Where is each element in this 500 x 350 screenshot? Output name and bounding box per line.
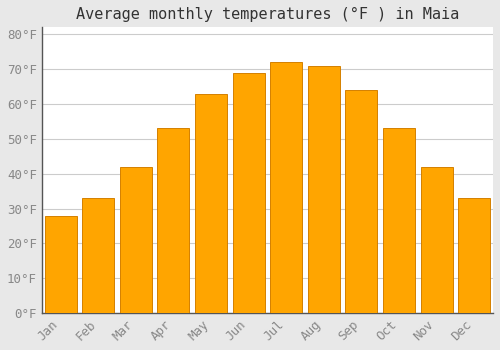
Bar [308, 66, 340, 313]
Bar [120, 167, 152, 313]
Title: Average monthly temperatures (°F ) in Maia: Average monthly temperatures (°F ) in Ma… [76, 7, 459, 22]
Bar [270, 62, 302, 313]
Bar [82, 198, 114, 313]
Bar [158, 128, 190, 313]
Bar [458, 198, 490, 313]
Bar [195, 93, 227, 313]
Bar [44, 216, 76, 313]
Bar [346, 90, 378, 313]
Bar [232, 72, 264, 313]
Bar [383, 128, 415, 313]
Bar [420, 167, 452, 313]
